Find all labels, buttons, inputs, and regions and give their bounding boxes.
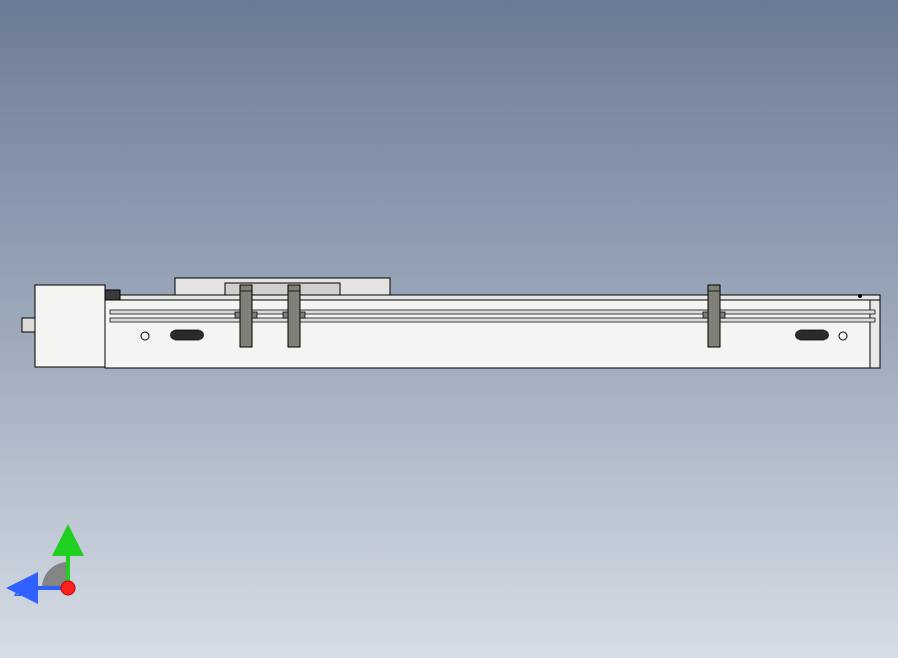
scene-canvas bbox=[0, 0, 898, 658]
cad-viewport[interactable]: Y Z bbox=[0, 0, 898, 658]
